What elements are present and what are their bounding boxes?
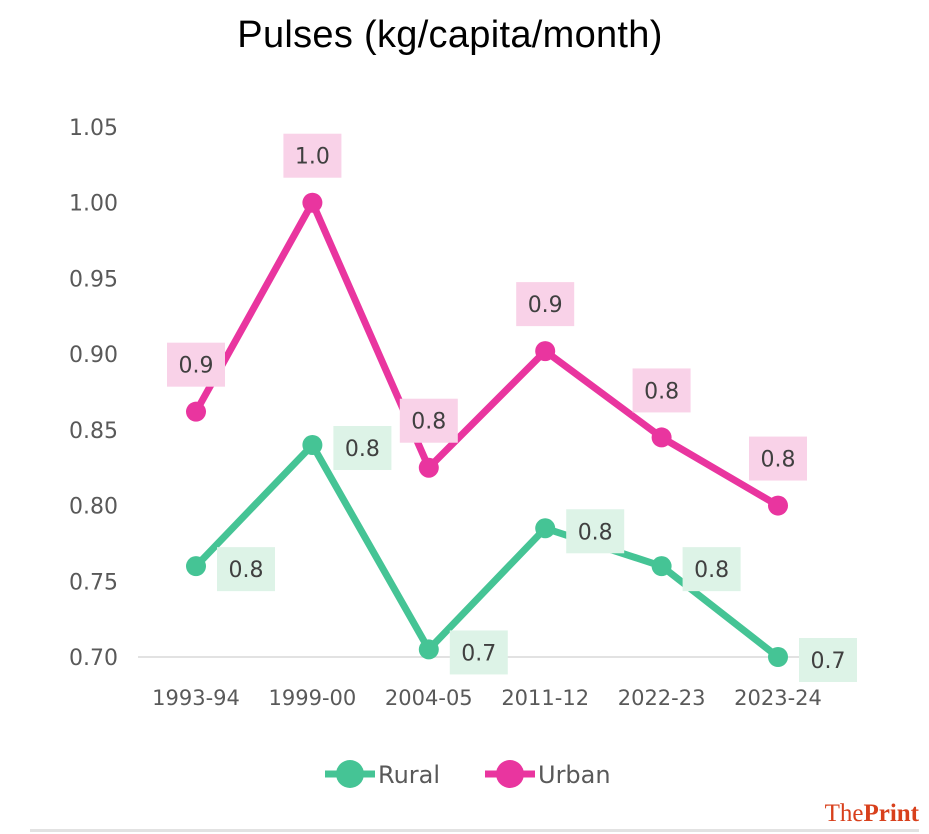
legend-urban-label: Urban (538, 761, 611, 789)
x-tick-label: 2022-23 (618, 686, 706, 710)
rural-data-label: 0.7 (811, 649, 846, 674)
urban-data-label: 0.8 (411, 410, 446, 435)
y-tick-label: 0.75 (69, 570, 118, 595)
rural-data-point (535, 518, 556, 539)
y-tick-label: 0.85 (69, 419, 118, 444)
y-tick-label: 1.00 (69, 192, 118, 217)
x-tick-label: 1993-94 (152, 686, 240, 710)
urban-data-point (418, 457, 439, 478)
rural-data-label: 0.8 (578, 520, 613, 545)
legend-urban-marker (496, 760, 524, 788)
x-tick-label: 2004-05 (385, 686, 473, 710)
rural-data-label-bg (449, 630, 508, 675)
rural-data-label-bg (333, 426, 392, 470)
rural-data-point (768, 647, 788, 667)
urban-data-point (186, 401, 206, 422)
rural-series-line (193, 441, 781, 660)
rural-data-label: 0.8 (694, 558, 729, 583)
urban-data-label: 0.8 (761, 448, 796, 473)
x-tick-label: 2023-24 (734, 686, 822, 710)
y-tick-label: 0.90 (69, 343, 118, 368)
rural-data-label-bg (217, 547, 275, 592)
urban-data-point (302, 192, 323, 213)
urban-data-label: 0.8 (644, 379, 679, 404)
urban-data-point (535, 341, 556, 362)
urban-data-label-bg (749, 436, 807, 481)
x-tick-label: 2011-12 (501, 686, 589, 710)
urban-data-label: 0.9 (179, 354, 214, 379)
theprint-logo: ThePrint (824, 800, 919, 827)
urban-data-label: 1.0 (295, 145, 330, 170)
urban-data-point (768, 495, 788, 516)
y-tick-label: 0.80 (69, 495, 118, 520)
legend-rural-marker (336, 760, 364, 788)
urban-data-label-bg (632, 368, 691, 413)
urban-data-label-bg (516, 282, 575, 327)
urban-data-label-bg (399, 398, 458, 443)
rural-data-label-bg (799, 638, 857, 682)
chart-title: Pulses (kg/capita/month) (237, 14, 663, 56)
urban-data-label: 0.9 (528, 293, 563, 318)
rural-data-point (302, 435, 323, 455)
x-tick-label: 1999-00 (269, 686, 357, 710)
y-tick-label: 0.95 (69, 267, 118, 292)
urban-data-point (651, 427, 672, 448)
rural-data-point (418, 639, 439, 660)
rural-data-label-bg (682, 547, 741, 592)
urban-series-line (192, 199, 780, 509)
urban-data-label-bg (283, 133, 342, 178)
urban-data-label-bg (167, 342, 225, 387)
rural-data-point (186, 556, 206, 577)
rural-data-label: 0.7 (461, 641, 496, 666)
rural-data-label: 0.8 (345, 437, 380, 462)
legend-rural-label: Rural (378, 761, 440, 789)
y-tick-label: 1.05 (69, 116, 118, 141)
y-tick-label: 0.70 (69, 646, 118, 671)
rural-data-point (651, 556, 672, 577)
divider (30, 829, 919, 832)
rural-data-label-bg (566, 509, 625, 554)
rural-data-label: 0.8 (229, 558, 264, 583)
